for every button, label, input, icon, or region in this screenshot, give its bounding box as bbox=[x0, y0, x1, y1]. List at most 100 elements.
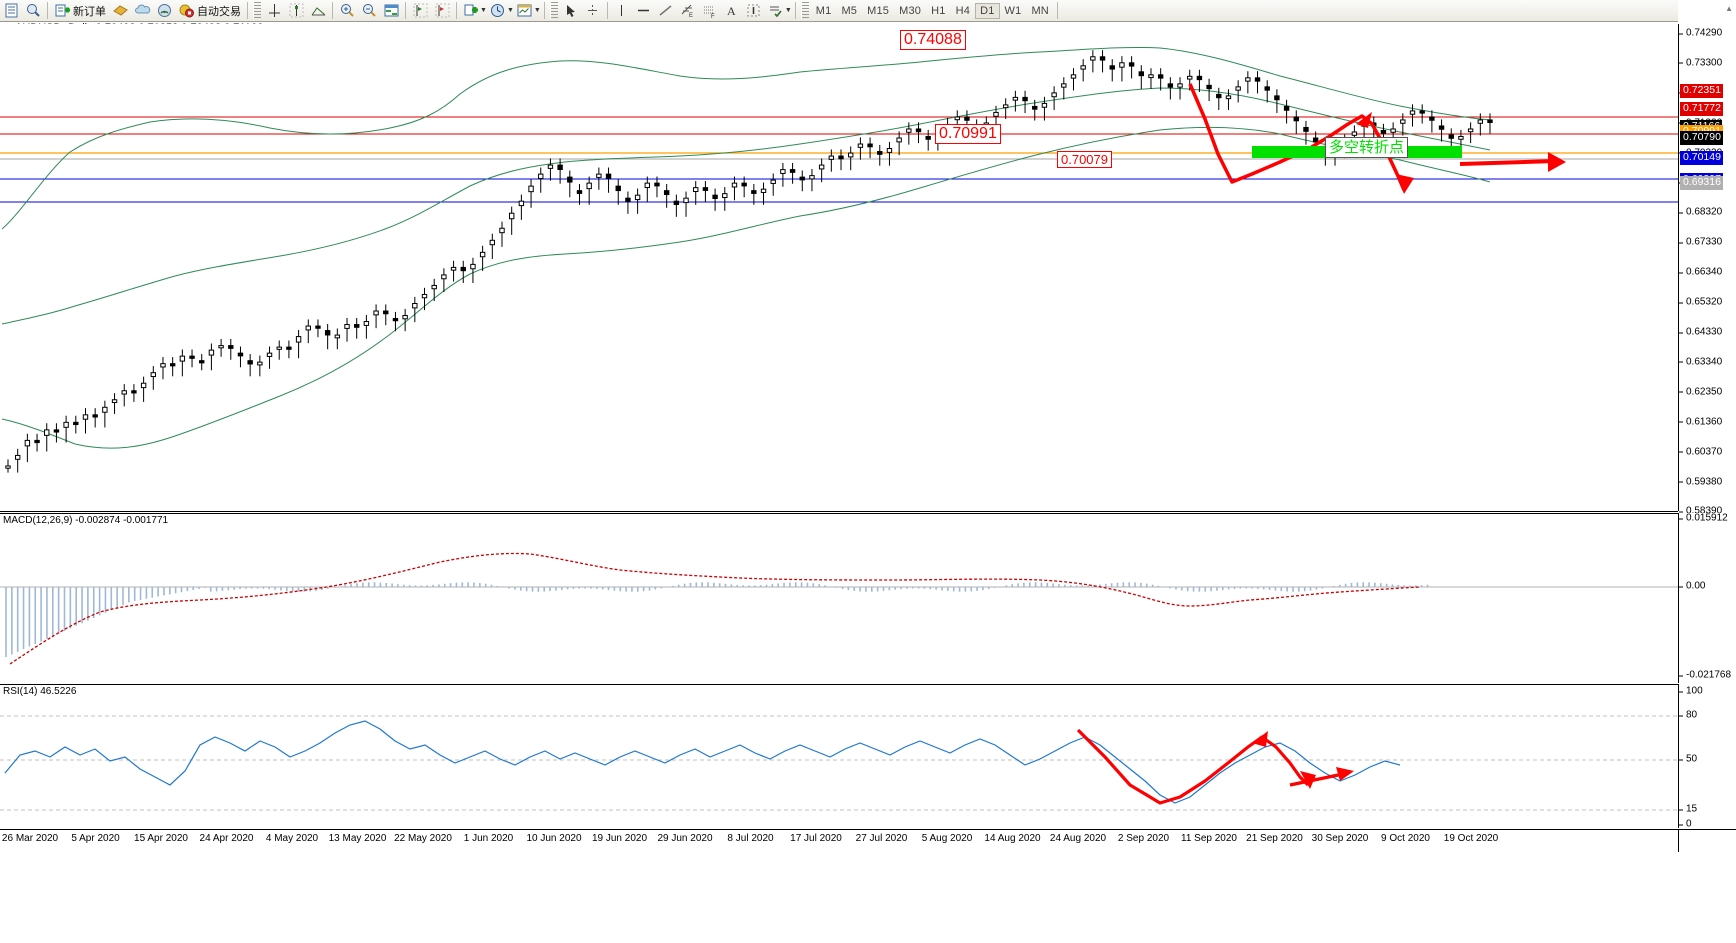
rsi-tick: 80 bbox=[1679, 710, 1697, 721]
date-tick: 14 Aug 2020 bbox=[984, 833, 1041, 844]
toolbar-separator bbox=[47, 2, 48, 19]
vline-icon[interactable] bbox=[611, 1, 633, 21]
drawn-trend-annotation[interactable] bbox=[0, 24, 1678, 511]
rsi-tick: 50 bbox=[1679, 754, 1697, 765]
chinese-note-turning-point[interactable]: 多空转折点 bbox=[1325, 137, 1409, 158]
period-dropdown-arrow[interactable]: ▼ bbox=[506, 7, 514, 14]
timeframe-d1[interactable]: D1 bbox=[975, 2, 1000, 19]
data-window-icon[interactable] bbox=[0, 1, 22, 21]
price-tag[interactable]: 0.71772 bbox=[1680, 101, 1723, 116]
rsi-label: RSI(14) 46.5226 bbox=[3, 686, 77, 697]
date-tick: 22 May 2020 bbox=[394, 833, 452, 844]
date-tick: 24 Apr 2020 bbox=[199, 833, 254, 844]
templates-icon[interactable] bbox=[514, 1, 536, 21]
price-callout-070079[interactable]: 0.70079 bbox=[1057, 151, 1112, 168]
hline-icon[interactable] bbox=[633, 1, 655, 21]
shift-end-icon[interactable] bbox=[431, 1, 453, 21]
date-tick: 11 Sep 2020 bbox=[1181, 833, 1237, 844]
arrow-cursor-icon[interactable] bbox=[560, 1, 582, 21]
templates-dropdown-arrow[interactable]: ▼ bbox=[533, 7, 541, 14]
label-icon[interactable] bbox=[743, 1, 765, 21]
price-tag[interactable]: 0.70149 bbox=[1680, 150, 1723, 165]
toolbar-grip[interactable] bbox=[253, 2, 261, 19]
indicators-dropdown-arrow[interactable]: ▼ bbox=[480, 7, 487, 14]
date-tick: 5 Apr 2020 bbox=[71, 833, 120, 844]
svg-text:F: F bbox=[711, 14, 715, 19]
price-callout-070991[interactable]: 0.70991 bbox=[935, 124, 1001, 144]
rsi-tick: 15 bbox=[1679, 804, 1697, 815]
timeframe-h4[interactable]: H4 bbox=[955, 4, 971, 17]
timeframe-mn[interactable]: MN bbox=[1031, 4, 1049, 17]
rsi-canvas bbox=[0, 715, 1678, 811]
fibo-e-icon[interactable]: E bbox=[677, 1, 699, 21]
timeframe-m1[interactable]: M1 bbox=[815, 4, 832, 17]
date-axis[interactable]: 26 Mar 2020 5 Apr 2020 15 Apr 2020 24 Apr 2… bbox=[0, 829, 1678, 852]
date-tick: 2 Sep 2020 bbox=[1117, 833, 1170, 844]
date-tick: 8 Jul 2020 bbox=[727, 833, 774, 844]
svg-text:E: E bbox=[689, 13, 693, 19]
date-tick: 13 May 2020 bbox=[328, 833, 387, 844]
signals-icon[interactable] bbox=[153, 1, 175, 21]
timeframe-h1[interactable]: H1 bbox=[931, 4, 946, 17]
autotrading-label[interactable]: 自动交易 bbox=[197, 5, 241, 18]
price-scale-main[interactable]: 0.742900.733000.723100.713200.703300.693… bbox=[1678, 24, 1736, 517]
crosshair-icon[interactable] bbox=[263, 1, 285, 21]
toolbar-grip[interactable] bbox=[800, 2, 809, 19]
cloud-icon[interactable] bbox=[131, 1, 153, 21]
date-tick: 26 Mar 2020 bbox=[1, 833, 59, 844]
indicators-add-icon[interactable] bbox=[460, 1, 482, 21]
grid-icon[interactable] bbox=[380, 1, 402, 21]
expert-advisor-icon[interactable] bbox=[109, 1, 131, 21]
date-tick: 27 Jul 2020 bbox=[855, 833, 908, 844]
toolbar-separator bbox=[405, 2, 406, 19]
right-top-strip: ▲ bbox=[1678, 0, 1736, 24]
svg-text:A: A bbox=[727, 4, 736, 18]
zoom-in-icon[interactable] bbox=[336, 1, 358, 21]
timeframe-m30[interactable]: M30 bbox=[899, 4, 922, 17]
text-icon[interactable]: A bbox=[721, 1, 743, 21]
shift-icon[interactable] bbox=[409, 1, 431, 21]
price-scale-rsi[interactable]: 100 80 50 15 0 bbox=[1678, 684, 1736, 830]
date-tick: 24 Aug 2020 bbox=[1049, 833, 1107, 844]
date-tick: 9 Oct 2020 bbox=[1381, 833, 1430, 844]
macd-pane[interactable]: MACD(12,26,9) -0.002874 -0.001771 bbox=[0, 513, 1678, 685]
price-tag[interactable]: 0.70790 bbox=[1680, 131, 1723, 146]
crosshair2-icon[interactable] bbox=[582, 1, 604, 21]
new-order-label[interactable]: 新订单 bbox=[73, 5, 106, 18]
scroll-up-icon[interactable]: ▲ bbox=[1725, 4, 1733, 13]
date-tick: 19 Jun 2020 bbox=[591, 833, 648, 844]
price-tick: 0.74290 bbox=[1679, 28, 1722, 39]
price-tick: 0.68320 bbox=[1679, 207, 1722, 218]
price-tick: 0.58390 bbox=[1679, 506, 1722, 517]
timeframe-m15[interactable]: M15 bbox=[867, 4, 890, 17]
timeframe-m5[interactable]: M5 bbox=[841, 4, 858, 17]
toolbar-grip[interactable] bbox=[549, 2, 558, 19]
new-order-icon[interactable] bbox=[51, 1, 73, 21]
price-scale-macd[interactable]: 0.015912 0.00 -0.021768 bbox=[1678, 513, 1736, 683]
timeframe-w1[interactable]: W1 bbox=[1004, 4, 1022, 17]
period-icon[interactable] bbox=[487, 1, 509, 21]
toolbar-separator bbox=[543, 2, 545, 19]
objects-dropdown-arrow[interactable]: ▼ bbox=[784, 7, 792, 14]
price-tag[interactable]: 0.72351 bbox=[1680, 84, 1723, 99]
trendline-icon[interactable] bbox=[307, 1, 329, 21]
price-callout-074088[interactable]: 0.74088 bbox=[900, 30, 966, 50]
zoom-out-icon[interactable] bbox=[358, 1, 380, 21]
autotrading-icon[interactable] bbox=[175, 1, 197, 21]
rsi-pane[interactable]: RSI(14) 46.5226 bbox=[0, 684, 1678, 830]
zoom-search-icon[interactable] bbox=[22, 1, 44, 21]
price-tick: 0.67330 bbox=[1679, 237, 1722, 248]
cursor-vline-icon[interactable] bbox=[285, 1, 307, 21]
macd-tick: 0.015912 bbox=[1679, 513, 1728, 524]
macd-canvas bbox=[0, 552, 1678, 665]
bollinger-bands bbox=[1, 46, 1491, 449]
price-tag[interactable]: 0.69316 bbox=[1680, 175, 1723, 190]
price-pane[interactable]: 0.74088 0.70991 0.70079 多空转折点 bbox=[0, 24, 1678, 512]
price-tick: 0.63340 bbox=[1679, 356, 1722, 367]
fibo-f-icon[interactable]: F bbox=[699, 1, 721, 21]
date-tick: 4 May 2020 bbox=[265, 833, 319, 844]
date-tick: 29 Jun 2020 bbox=[657, 833, 713, 844]
objects-list-icon[interactable] bbox=[765, 1, 787, 21]
trend-diag-icon[interactable] bbox=[655, 1, 677, 21]
